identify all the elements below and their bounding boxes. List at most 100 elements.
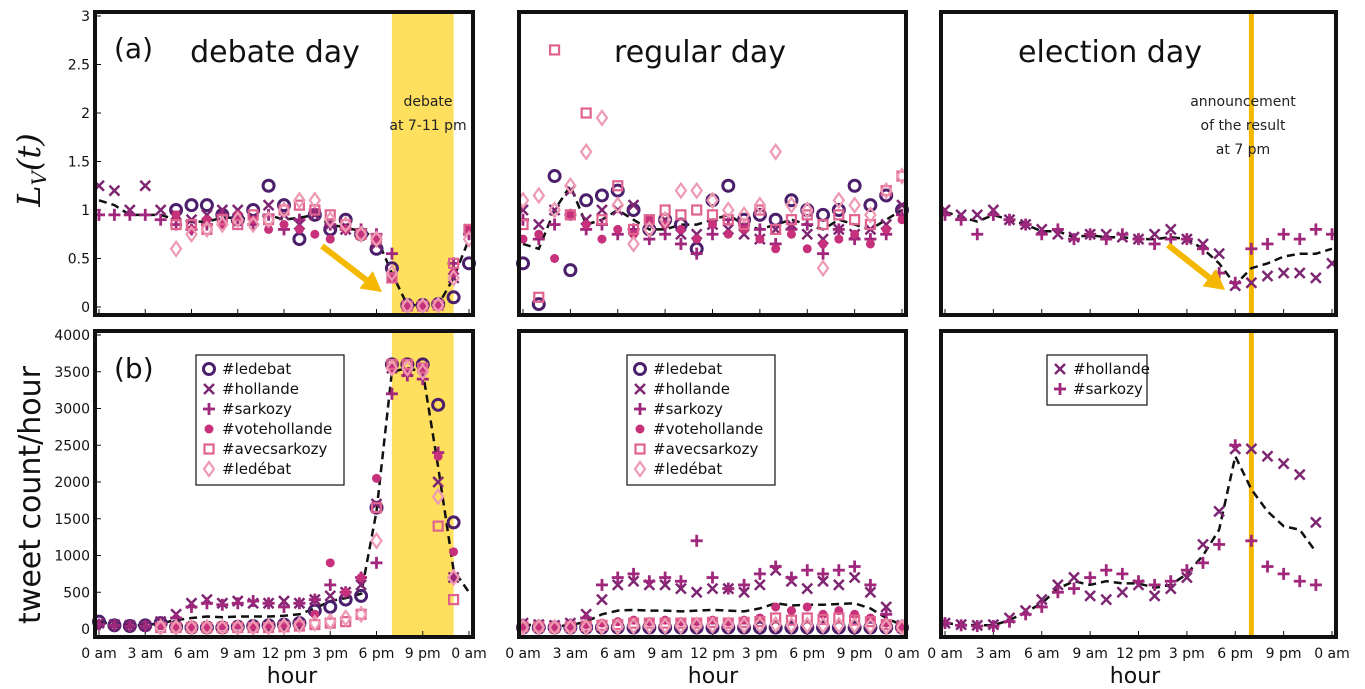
data-point xyxy=(817,218,829,231)
data-point xyxy=(1245,242,1258,255)
data-point xyxy=(1132,233,1145,246)
data-point xyxy=(769,223,782,236)
data-point xyxy=(1293,468,1306,481)
xtick-label: 0 am xyxy=(927,646,963,662)
legend-marker xyxy=(203,383,215,395)
mean-line xyxy=(522,602,903,628)
data-point xyxy=(864,205,877,224)
data-point xyxy=(1277,457,1290,470)
data-point xyxy=(1084,228,1097,241)
data-point xyxy=(532,186,546,205)
data-point xyxy=(770,612,782,624)
ytick-label: 2500 xyxy=(54,438,90,454)
data-point xyxy=(785,214,798,226)
xtick-label: 6 am xyxy=(1024,646,1060,662)
data-point xyxy=(801,612,813,624)
data-point xyxy=(262,617,275,636)
data-point xyxy=(579,618,593,637)
legend-marker xyxy=(1054,363,1066,375)
data-point xyxy=(293,597,306,610)
data-point xyxy=(1164,582,1177,595)
data-point xyxy=(1164,223,1177,236)
xtick-label: 9 am xyxy=(1072,646,1108,662)
data-point xyxy=(675,209,687,221)
data-point xyxy=(447,257,460,269)
data-point xyxy=(848,571,861,584)
data-point xyxy=(785,616,798,635)
legend-label: #hollande xyxy=(222,380,299,398)
data-point xyxy=(611,196,625,215)
data-point xyxy=(247,595,260,608)
data-point xyxy=(879,617,893,636)
data-point xyxy=(971,208,984,221)
data-point xyxy=(385,264,399,282)
data-point xyxy=(1180,233,1193,246)
xtick-label: 0 am xyxy=(505,646,541,662)
data-point xyxy=(1229,439,1242,452)
data-point xyxy=(292,232,307,247)
data-point xyxy=(1180,564,1193,577)
data-point xyxy=(579,193,594,208)
data-point xyxy=(1261,560,1274,573)
legend: #hollande #sarkozy xyxy=(1046,354,1150,406)
data-point xyxy=(832,564,845,577)
data-point xyxy=(850,229,860,239)
data-point xyxy=(1148,228,1161,241)
data-point xyxy=(692,234,702,244)
legend-box xyxy=(1046,354,1148,406)
data-point xyxy=(1293,233,1306,246)
data-point xyxy=(185,600,198,613)
plot-frame xyxy=(939,329,1338,639)
data-point xyxy=(722,582,735,595)
data-point xyxy=(1229,276,1242,289)
xtick-label: 12 pm xyxy=(690,646,735,662)
xtick-label: 3 pm xyxy=(742,646,778,662)
legend: #ledebat #hollande #sarkozy #votehollande #a… xyxy=(626,354,776,486)
arrow-election-head xyxy=(1202,268,1225,290)
data-point xyxy=(1051,223,1064,236)
data-point xyxy=(613,224,623,234)
data-point xyxy=(801,582,814,595)
legend-label: #ledébat xyxy=(653,460,722,478)
data-point xyxy=(1148,237,1161,250)
data-point xyxy=(706,209,719,221)
data-point xyxy=(612,180,624,192)
series-avecsarkozy xyxy=(170,199,475,312)
data-point xyxy=(431,487,445,506)
ytick-label: 1.5 xyxy=(68,155,90,171)
data-point xyxy=(579,142,593,161)
legend-marker xyxy=(634,383,646,395)
data-point xyxy=(971,228,984,241)
data-point xyxy=(294,224,304,234)
data-point xyxy=(627,567,640,580)
data-point xyxy=(184,198,199,213)
data-point xyxy=(690,247,703,260)
data-point xyxy=(1068,582,1080,595)
data-point xyxy=(674,181,688,200)
data-point xyxy=(1051,579,1064,591)
data-point xyxy=(865,239,875,249)
xtick-label: 6 pm xyxy=(359,646,395,662)
panel-1: 0 0.5 1 1.5 2 2.5 3 xyxy=(68,9,476,317)
legend-label: #ledebat xyxy=(222,360,291,378)
data-point xyxy=(385,359,399,377)
data-point xyxy=(1035,593,1048,606)
data-point xyxy=(418,363,428,373)
data-point xyxy=(832,579,845,591)
legend-marker xyxy=(204,424,214,434)
data-point xyxy=(627,235,640,253)
data-point xyxy=(770,223,782,235)
data-point xyxy=(108,619,121,632)
data-point xyxy=(658,617,672,635)
data-point xyxy=(596,593,608,606)
data-point xyxy=(881,224,891,234)
data-point xyxy=(1164,575,1177,588)
data-point xyxy=(293,615,306,634)
plot-frame xyxy=(93,329,475,639)
data-point xyxy=(816,616,830,635)
data-point xyxy=(310,229,320,239)
data-point xyxy=(432,520,444,532)
data-point xyxy=(565,210,575,220)
series-avecsarkozy xyxy=(517,44,908,303)
data-point xyxy=(879,181,893,200)
